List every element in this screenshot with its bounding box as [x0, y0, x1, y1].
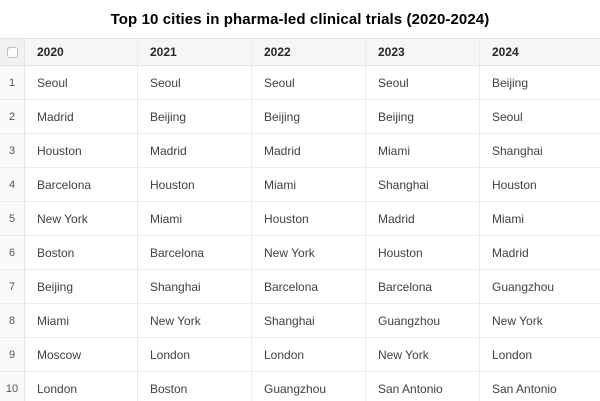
city-cell: Seoul: [366, 66, 480, 99]
city-cell: Seoul: [25, 66, 138, 99]
city-cell: Barcelona: [366, 270, 480, 303]
table-row[interactable]: 5 New York Miami Houston Madrid Miami: [0, 202, 600, 236]
city-cell: Madrid: [252, 134, 366, 167]
table-body: 1 Seoul Seoul Seoul Seoul Beijing 2 Madrid Beiji…: [0, 66, 600, 401]
city-cell: Seoul: [492, 109, 523, 124]
city-cell: New York: [252, 236, 366, 269]
city-cell: Houston: [25, 134, 138, 167]
row-rank: 7: [0, 270, 25, 303]
city-cell: New York: [25, 202, 138, 235]
city-cell: San Antonio: [366, 372, 480, 401]
city-cell: San Antonio: [492, 381, 557, 396]
city-cell: Barcelona: [25, 168, 138, 201]
column-header-2021: 2021: [138, 39, 252, 65]
city-cell: Miami: [138, 202, 252, 235]
city-cell: Shanghai: [252, 304, 366, 337]
row-rank: 5: [0, 202, 25, 235]
city-cell: Seoul: [138, 66, 252, 99]
table-row[interactable]: 10 London Boston Guangzhou San Antonio San An…: [0, 372, 600, 401]
row-rank: 8: [0, 304, 25, 337]
city-cell: Miami: [492, 211, 524, 226]
city-cell: Beijing: [366, 100, 480, 133]
column-header-2024: 2024: [492, 45, 519, 59]
city-cell: Barcelona: [138, 236, 252, 269]
city-cell: Madrid: [366, 202, 480, 235]
city-cell: Guangzhou: [252, 372, 366, 401]
city-cell: New York: [138, 304, 252, 337]
table-row[interactable]: 3 Houston Madrid Madrid Miami Shanghai: [0, 134, 600, 168]
city-cell: Miami: [252, 168, 366, 201]
table-row[interactable]: 4 Barcelona Houston Miami Shanghai Houston: [0, 168, 600, 202]
city-cell: Shanghai: [138, 270, 252, 303]
city-cell: London: [138, 338, 252, 371]
city-cell: London: [252, 338, 366, 371]
select-all-checkbox[interactable]: [6, 46, 18, 58]
city-cell: Houston: [366, 236, 480, 269]
city-cell: Seoul: [252, 66, 366, 99]
city-cell: Houston: [138, 168, 252, 201]
city-cell: Shanghai: [366, 168, 480, 201]
city-cell: Beijing: [492, 75, 529, 90]
city-cell: Boston: [138, 372, 252, 401]
table-row[interactable]: 2 Madrid Beijing Beijing Beijing Seoul: [0, 100, 600, 134]
table-row[interactable]: 8 Miami New York Shanghai Guangzhou New York: [0, 304, 600, 338]
city-cell: Beijing: [252, 100, 366, 133]
city-cell: Miami: [25, 304, 138, 337]
city-cell: Barcelona: [252, 270, 366, 303]
city-cell: Beijing: [25, 270, 138, 303]
city-cell: Beijing: [138, 100, 252, 133]
city-cell: Guangzhou: [492, 279, 555, 294]
city-cell: Guangzhou: [366, 304, 480, 337]
row-rank: 6: [0, 236, 25, 269]
city-cell: New York: [366, 338, 480, 371]
column-header-2020: 2020: [25, 39, 138, 65]
row-rank: 1: [0, 66, 25, 99]
row-rank: 10: [0, 372, 25, 401]
table-row[interactable]: 9 Moscow London London New York London: [0, 338, 600, 372]
row-rank: 2: [0, 100, 25, 133]
table-row[interactable]: 1 Seoul Seoul Seoul Seoul Beijing: [0, 66, 600, 100]
table-header-row: 2020 2021 2022 2023 2024: [0, 38, 600, 66]
title-bar: Top 10 cities in pharma-led clinical tri…: [0, 0, 600, 38]
city-cell: New York: [492, 313, 543, 328]
table-row[interactable]: 7 Beijing Shanghai Barcelona Barcelona Guangz…: [0, 270, 600, 304]
city-cell: London: [25, 372, 138, 401]
city-cell: Boston: [25, 236, 138, 269]
row-rank: 9: [0, 338, 25, 371]
city-cell: Miami: [366, 134, 480, 167]
page-title: Top 10 cities in pharma-led clinical tri…: [110, 10, 490, 28]
city-cell: Shanghai: [492, 143, 543, 158]
city-cell: Madrid: [25, 100, 138, 133]
city-cell: Madrid: [492, 245, 529, 260]
column-header-2023: 2023: [366, 39, 480, 65]
row-rank: 4: [0, 168, 25, 201]
row-rank: 3: [0, 134, 25, 167]
city-cell: Houston: [492, 177, 537, 192]
city-cell: Houston: [252, 202, 366, 235]
city-cell: Madrid: [138, 134, 252, 167]
city-cell: London: [492, 347, 533, 362]
city-cell: Moscow: [25, 338, 138, 371]
column-header-2022: 2022: [252, 39, 366, 65]
select-all-cell: [0, 39, 25, 65]
table-row[interactable]: 6 Boston Barcelona New York Houston Madrid: [0, 236, 600, 270]
